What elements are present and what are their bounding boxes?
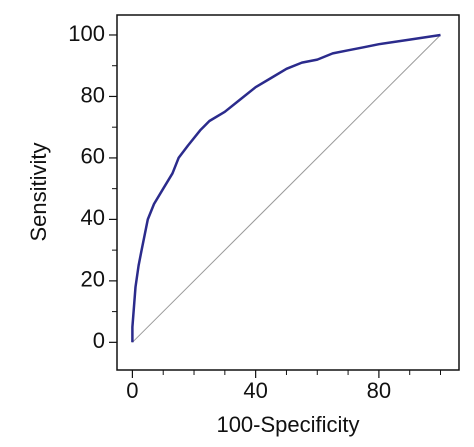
y-tick-label: 20 [81,267,105,292]
x-tick-label: 0 [126,378,138,403]
y-tick-label: 0 [93,328,105,353]
y-tick-label: 80 [81,82,105,107]
x-axis-label: 100-Specificity [216,412,359,437]
roc-curve [131,33,441,343]
plot-frame [116,14,460,371]
y-tick-label: 40 [81,205,105,230]
y-tick-label: 100 [68,21,105,46]
y-axis-label: Sensitivity [26,142,51,241]
reference-line [132,34,441,343]
y-tick-label: 60 [81,144,105,169]
x-tick-label: 80 [367,378,391,403]
x-tick-label: 40 [243,378,267,403]
